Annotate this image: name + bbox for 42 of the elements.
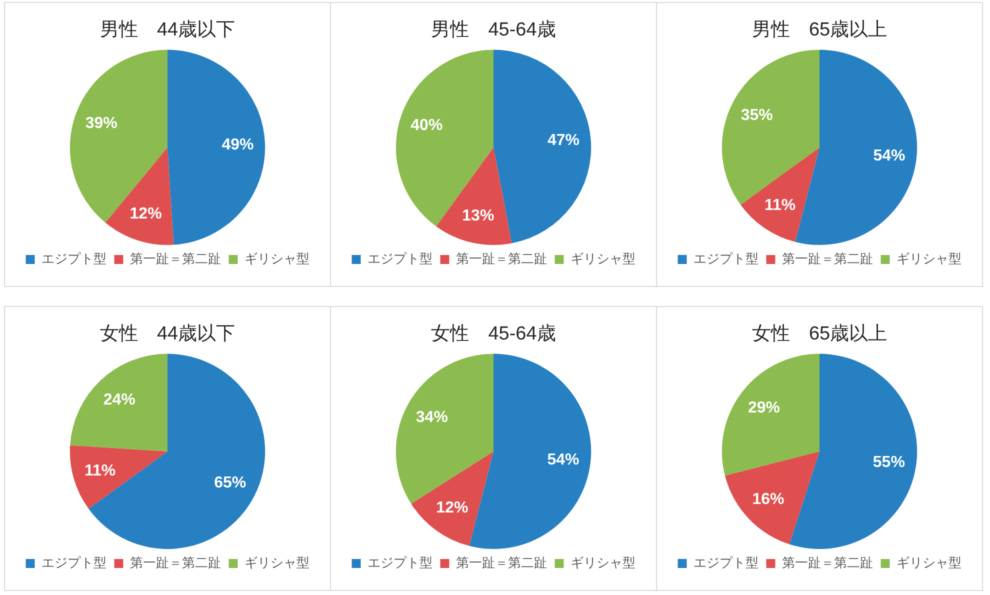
data-label: 16%	[752, 490, 784, 508]
legend-label: エジプト型	[41, 555, 106, 570]
data-label: 65%	[214, 474, 246, 492]
data-label: 40%	[410, 117, 443, 134]
data-label: 12%	[130, 206, 162, 223]
data-label: 13%	[462, 207, 494, 224]
data-label: 39%	[85, 115, 118, 132]
legend-label: ギリシャ型	[244, 251, 310, 266]
legend-label: ギリシャ型	[570, 555, 636, 570]
legend-label: 第一趾＝第二趾	[456, 555, 547, 570]
data-label: 54%	[873, 148, 906, 165]
legend-label: 第一趾＝第二趾	[782, 555, 873, 570]
legend-label: ギリシャ型	[570, 251, 636, 266]
legend-label: エジプト型	[693, 251, 758, 266]
chart-title: 男性 45-64歳	[431, 20, 556, 41]
data-label: 54%	[547, 452, 580, 469]
legend-label: エジプト型	[693, 555, 758, 570]
legend-label: ギリシャ型	[244, 555, 310, 570]
legend-label: 第一趾＝第二趾	[782, 251, 873, 266]
chart-title: 男性 44歳以下	[100, 20, 236, 41]
legend-label: ギリシャ型	[896, 251, 962, 266]
chart-title: 男性 65歳以上	[752, 20, 888, 41]
data-label: 12%	[436, 500, 468, 517]
data-label: 29%	[748, 400, 780, 417]
data-label: 11%	[84, 462, 116, 480]
data-label: 34%	[416, 408, 448, 426]
legend-label: 第一趾＝第二趾	[456, 251, 547, 266]
data-label: 47%	[547, 132, 580, 150]
chart-title: 女性 45-64歳	[431, 324, 556, 345]
data-label: 35%	[740, 106, 773, 124]
legend-label: エジプト型	[367, 251, 432, 266]
chart-title: 女性 65歳以上	[752, 324, 888, 345]
data-label: 49%	[222, 136, 254, 154]
legend-label: ギリシャ型	[896, 555, 962, 570]
legend-label: エジプト型	[41, 251, 106, 266]
legend-label: 第一趾＝第二趾	[130, 555, 221, 570]
data-label: 55%	[872, 454, 905, 471]
legend-label: 第一趾＝第二趾	[130, 251, 221, 266]
data-label: 24%	[103, 392, 136, 409]
legend-label: エジプト型	[367, 555, 432, 570]
data-label: 11%	[764, 196, 796, 214]
chart-title: 女性 44歳以下	[100, 324, 236, 345]
